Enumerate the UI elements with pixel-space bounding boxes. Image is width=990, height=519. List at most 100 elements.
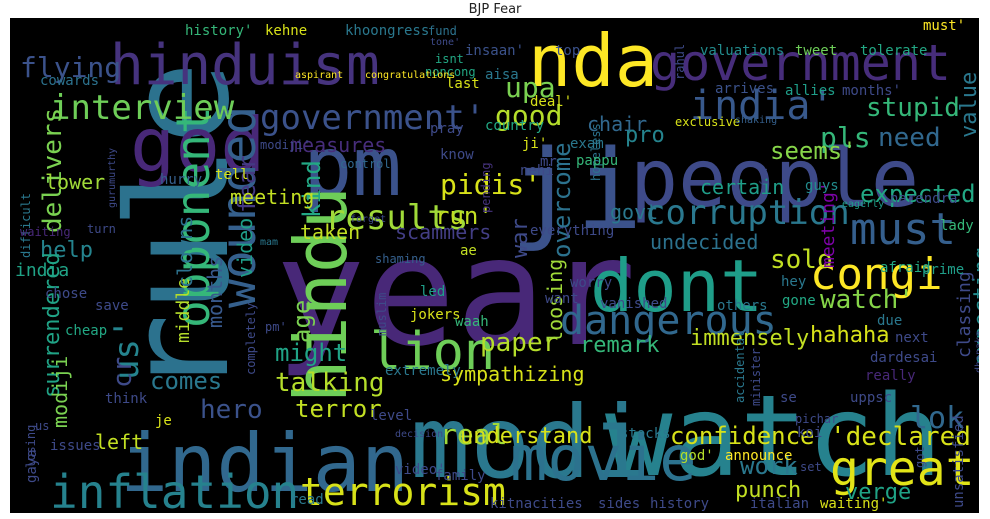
cloud-word: minister [749,348,763,406]
cloud-word: scammers [395,220,492,244]
cloud-word: allies [785,83,836,99]
cloud-word: must [850,204,956,255]
cloud-word: think [105,391,148,407]
cloud-word: gurumurthy [107,147,118,208]
cloud-word: aspirant [295,70,344,81]
cloud-word: terror [295,395,382,423]
cloud-word: terrorism [300,470,506,513]
cloud-word: comes [150,367,223,395]
cloud-word: immensely [690,326,810,351]
cloud-word: confidence [670,422,815,450]
cloud-word: value [957,71,979,138]
cloud-word: certain [700,175,785,199]
cloud-word: dangerous [560,298,777,344]
cloud-word: tweet [795,43,838,59]
cloud-word: arrives [715,81,775,97]
cloud-word: months [203,255,227,328]
cloud-word: accidental [733,330,747,403]
cloud-word: rahul [673,43,687,80]
cloud-word: cheap [65,323,108,339]
cloud-word: really [865,368,916,384]
cloud-word: meeting' [818,181,839,268]
cloud-word: decision [395,429,444,440]
cloud-word: prime [922,262,965,278]
cloud-word: history' [185,23,253,39]
cloud-word: left [95,430,144,454]
cloud-word: deal' [530,94,573,110]
cloud-word: tolerate [860,43,928,59]
cloud-word: se [780,390,797,406]
cloud-word: gone [782,293,816,309]
cloud-word: understand [460,424,593,449]
cloud-word: stupid [866,93,960,123]
cloud-word: clowns [173,215,197,288]
cloud-word: waah [455,314,489,330]
cloud-word: sides [598,496,641,512]
cloud-word: exclusive [675,115,741,129]
cloud-word: set [800,460,822,474]
cloud-word: govt [610,200,659,224]
cloud-word: uppsc [850,390,893,406]
cloud-word: valuations [700,43,785,59]
cloud-word: fun [759,167,770,186]
cloud-word: lower [45,170,106,194]
cloud-word: lok [910,401,965,436]
cloud-word: corruption [645,193,850,233]
cloud-word: help [40,238,93,263]
cloud-word: work [740,452,798,480]
cloud-word: stocks [620,426,671,442]
cloud-word: hinduism [110,33,380,98]
cloud-word: pm' [265,320,287,334]
cloud-word: talking [275,368,385,398]
cloud-word: seems' [770,137,857,165]
cloud-word: kehne [265,23,308,39]
cloud-word: verge [845,480,912,505]
cloud-word: modiji' [260,138,311,152]
cloud-word: muslim [375,292,389,336]
cloud-word: inflation [50,465,300,513]
cloud-word: war [508,218,533,258]
cloud-word: solo [770,245,833,275]
cloud-word: afraid [880,260,931,276]
cloud-word: government [650,34,952,92]
cloud-word: ji' [522,136,548,152]
cloud-word: narendra [890,191,958,207]
cloud-word: tone' [430,37,461,48]
cloud-word: run' [435,202,493,230]
cloud-word: guys [805,178,839,194]
cloud-word: top [555,43,581,59]
cloud-word: god [130,101,266,189]
cloud-word: mr [540,154,557,170]
cloud-word: gaya [24,449,40,483]
cloud-word: issues [50,438,101,454]
cloud-word: pray [430,121,464,137]
cloud-word: completely [244,302,258,375]
cloud-word: people [630,132,919,225]
cloud-word: sympathizing [440,362,585,386]
cloud-word: great [830,441,975,497]
cloud-word: extremely [385,363,461,379]
cloud-word: vanished [600,296,668,312]
cloud-word: pidis' [440,168,542,201]
cloud-word: eagerly [842,199,885,210]
cloud-word: shaming [375,252,426,266]
cloud-word: paper [480,328,559,358]
cloud-word: ji [510,126,643,254]
cloud-word: punch [735,478,802,503]
cloud-word: tell [215,167,249,183]
cloud-word: others [717,298,768,314]
cloud-word: hahaha [810,323,890,348]
cloud-word: classing [954,271,975,358]
cloud-word: family [435,468,486,484]
cloud-word: exam [570,136,604,152]
cloud-word: modi [410,384,651,501]
cloud-word: government' [260,98,486,138]
cloud-word: chose [45,286,88,302]
cloud-word: know [440,147,474,163]
cloud-word: jokers [410,307,461,323]
cloud-word: god' [680,448,714,464]
cloud-word: cr [108,356,138,388]
cloud-word: isnt [435,52,464,66]
cloud-word: dhanaka [974,330,979,373]
cloud-word: dardesai [870,350,938,366]
